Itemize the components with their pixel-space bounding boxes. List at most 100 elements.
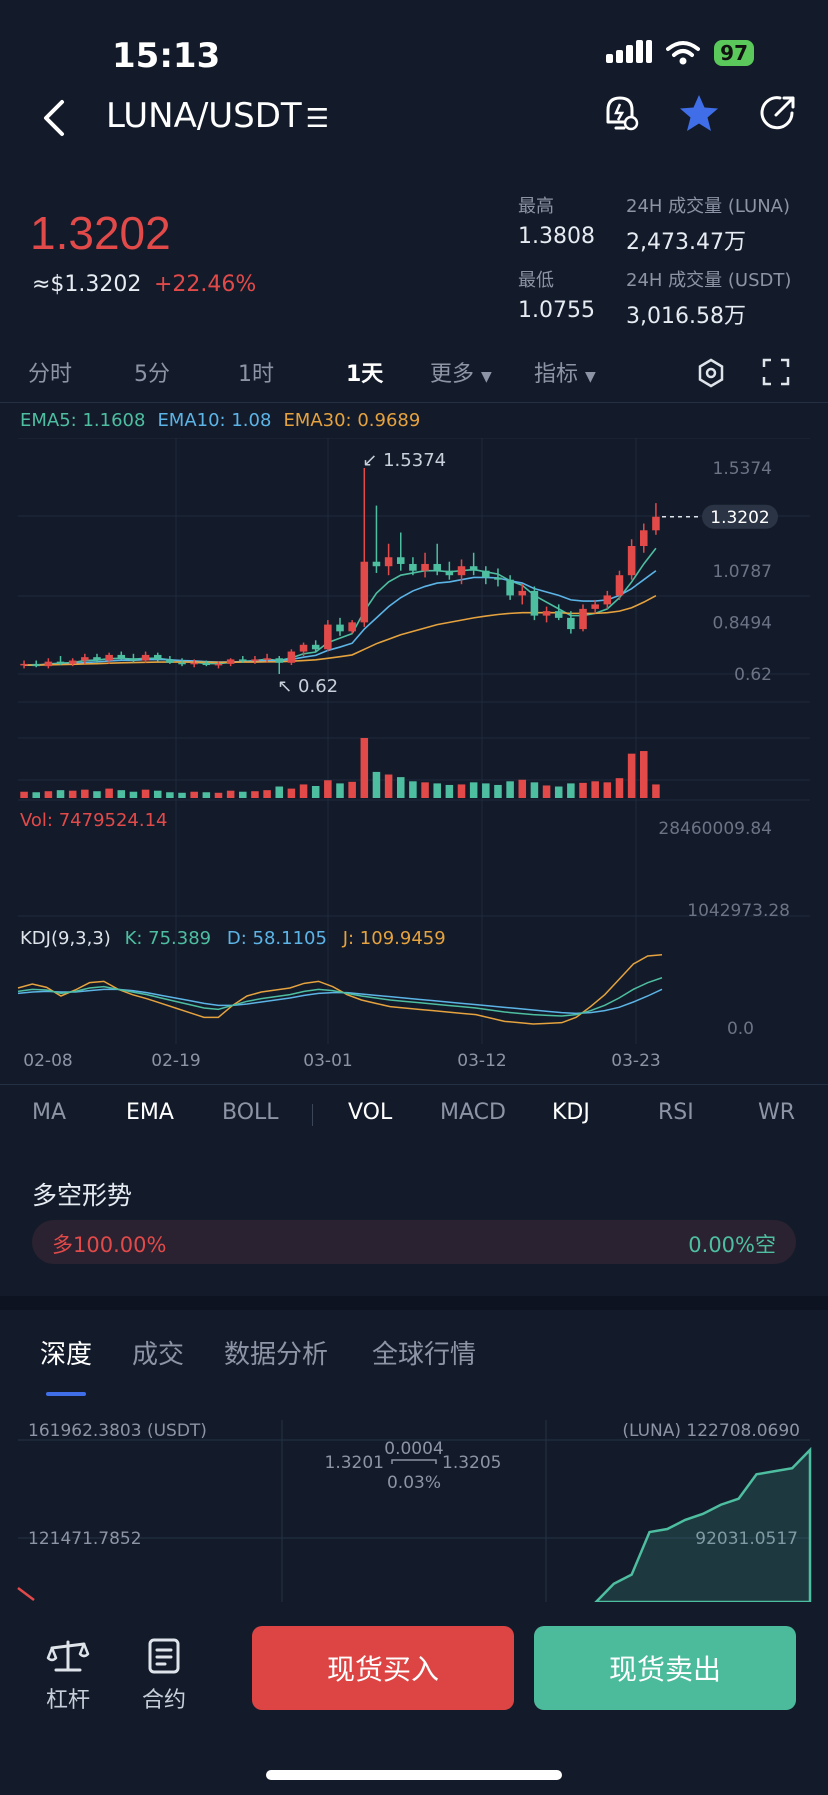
date-tick: 02-19 <box>151 1051 200 1070</box>
volume-bar <box>178 792 186 798</box>
date-axis: 02-08 02-19 03-01 03-12 03-23 <box>23 1051 660 1070</box>
share-icon[interactable] <box>758 93 798 133</box>
volume-bar <box>494 784 502 798</box>
tab-depth[interactable]: 深度 <box>40 1340 93 1370</box>
candle <box>324 620 332 652</box>
tab-trades[interactable]: 成交 <box>132 1340 185 1370</box>
ema10-label: EMA10: 1.08 <box>157 410 272 431</box>
candle <box>81 653 89 664</box>
tab-1hour[interactable]: 1时 <box>238 362 274 387</box>
favorite-star-icon[interactable] <box>678 93 720 133</box>
depth-grid <box>18 1420 810 1602</box>
tab-1day[interactable]: 1天 <box>346 362 384 387</box>
volume-bar <box>81 789 89 798</box>
volume-bar <box>324 780 332 798</box>
kdj-d-label: D: 58.1105 <box>227 928 327 949</box>
candle <box>615 570 624 600</box>
price-tick: 1.5374 <box>713 459 772 479</box>
contract-icon <box>148 1638 180 1674</box>
candle <box>652 503 660 535</box>
candle <box>299 642 308 657</box>
home-indicator <box>266 1770 562 1780</box>
tab-5min[interactable]: 5分 <box>134 362 170 387</box>
candle <box>32 660 40 668</box>
back-icon[interactable] <box>36 96 76 140</box>
candle <box>129 653 138 663</box>
depth-chart[interactable]: 161962.3803 (USDT) 121471.7852 (LUNA) 12… <box>0 1410 828 1602</box>
short-ratio: 0.00%空 <box>688 1233 776 1257</box>
status-icons: 97 <box>606 40 754 66</box>
depth-spread: 0.0004 <box>384 1439 443 1459</box>
candle <box>117 651 126 660</box>
candle <box>287 649 296 666</box>
tab-indicators[interactable]: 指标 ▼ <box>534 356 596 388</box>
candle <box>433 543 441 576</box>
volume-bar <box>311 786 320 798</box>
volume-bar <box>166 792 174 798</box>
candle <box>421 552 429 578</box>
kdj-lines <box>17 953 663 1025</box>
tab-more[interactable]: 更多 ▼ <box>430 356 492 388</box>
tab-timeline[interactable]: 分时 <box>28 362 73 387</box>
caret-down-icon: ▼ <box>585 369 596 385</box>
kline-chart[interactable]: 1.5374 1.0787 0.8494 0.62 1.3202 ↙ 1.537… <box>0 438 828 1070</box>
leverage-button[interactable]: 杠杆 <box>40 1636 96 1714</box>
pair-title[interactable]: LUNA/USDT ☰ <box>106 96 329 136</box>
low-label: 最低 <box>518 270 554 291</box>
long-short-bar: 多100.00% 0.00%空 <box>32 1220 796 1264</box>
date-tick: 02-08 <box>23 1051 72 1070</box>
volume-bar <box>299 784 308 798</box>
volume-bar <box>396 777 405 798</box>
scale-icon <box>46 1640 90 1672</box>
chart-settings-icon[interactable] <box>696 358 726 388</box>
volume-bar <box>360 738 369 798</box>
tab-macd[interactable]: MACD <box>440 1100 506 1125</box>
volume-bar <box>506 781 514 798</box>
candle <box>20 660 28 669</box>
candle <box>591 599 599 614</box>
candle <box>44 658 53 669</box>
high-label: 最高 <box>518 196 554 217</box>
candle <box>251 656 259 664</box>
volume-bar <box>445 784 454 798</box>
contract-button[interactable]: 合约 <box>136 1636 192 1714</box>
price-tick: 0.8494 <box>713 613 772 633</box>
kdj-j-label: J: 109.9459 <box>342 928 446 949</box>
tab-rsi[interactable]: RSI <box>658 1100 694 1125</box>
cellular-signal-icon <box>606 40 653 63</box>
vol-luna-label: 24H 成交量 (LUNA) <box>626 196 791 217</box>
depth-left-mid: 121471.7852 <box>28 1529 142 1549</box>
volume-bar <box>615 778 624 798</box>
last-price: 1.3202 <box>30 207 171 259</box>
min-price-value: 0.62 <box>298 676 338 697</box>
volume-bar <box>190 791 198 798</box>
tab-data-analysis[interactable]: 数据分析 <box>224 1340 329 1370</box>
fullscreen-icon[interactable] <box>762 358 790 386</box>
tab-ma[interactable]: MA <box>32 1100 67 1125</box>
spot-sell-button[interactable]: 现货卖出 <box>534 1626 796 1710</box>
ema5-line <box>24 547 657 666</box>
volume-bar <box>518 779 527 798</box>
kdj-zero-label: 0.0 <box>727 1019 754 1039</box>
candle <box>178 658 186 667</box>
tab-global-market[interactable]: 全球行情 <box>372 1340 477 1370</box>
tab-boll[interactable]: BOLL <box>222 1100 279 1125</box>
volume-bar <box>579 782 587 798</box>
spot-buy-button[interactable]: 现货买入 <box>252 1626 514 1710</box>
volume-bar <box>603 782 612 798</box>
candle <box>226 658 235 667</box>
tab-more-label: 更多 <box>430 362 475 387</box>
section-separator <box>0 1296 828 1310</box>
tab-kdj[interactable]: KDJ <box>552 1100 590 1125</box>
volume-bar <box>409 781 417 798</box>
tab-ema[interactable]: EMA <box>126 1100 174 1125</box>
volume-bar <box>652 784 660 798</box>
caret-down-icon: ▼ <box>481 369 492 385</box>
price-alert-icon[interactable] <box>600 92 640 134</box>
header-actions <box>600 92 798 134</box>
date-tick: 03-23 <box>611 1051 660 1070</box>
candle <box>214 661 223 669</box>
tab-wr[interactable]: WR <box>758 1100 796 1125</box>
kdj-legend: KDJ(9,3,3) K: 75.389 D: 58.1105 J: 109.9… <box>20 928 446 949</box>
tab-vol[interactable]: VOL <box>348 1100 393 1125</box>
